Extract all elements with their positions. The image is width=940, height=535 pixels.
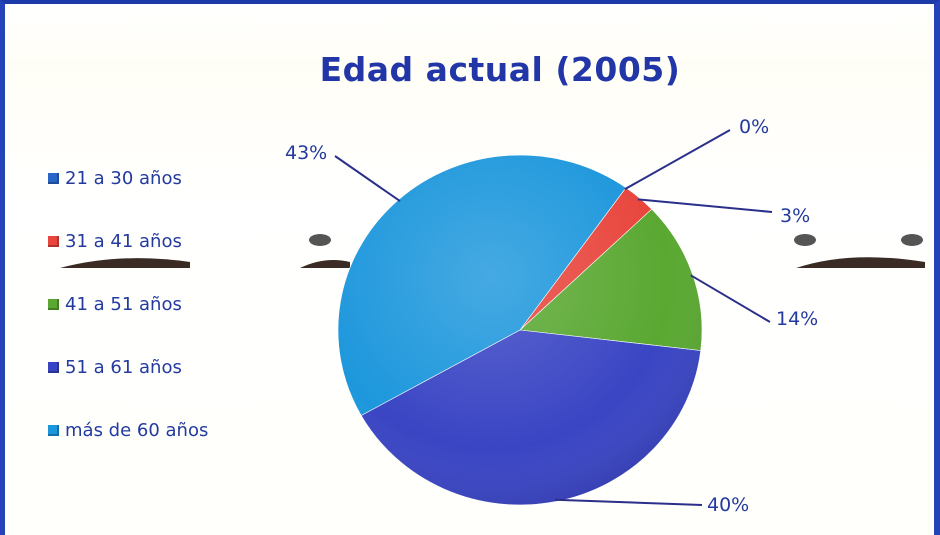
data-label: 14%: [776, 308, 819, 330]
data-label: 0%: [739, 116, 770, 138]
data-label: 43%: [285, 142, 328, 164]
legend-swatch: [48, 172, 59, 184]
legend-swatch: [48, 361, 59, 373]
legend-swatch: [48, 298, 59, 310]
chart-title: Edad actual (2005): [319, 50, 681, 89]
legend-label: 21 a 30 años: [65, 167, 182, 189]
legend-label: más de 60 años: [65, 419, 209, 441]
leader-line: [624, 129, 731, 191]
legend-item: 31 a 41 años: [48, 229, 182, 253]
legend-item: 21 a 30 años: [48, 166, 182, 190]
legend-label: 31 a 41 años: [65, 230, 182, 252]
legend-swatch: [48, 424, 59, 436]
legend-swatch: [48, 235, 59, 247]
legend-item: más de 60 años: [48, 418, 208, 442]
data-label: 3%: [780, 205, 811, 227]
leader-line: [637, 198, 773, 213]
leader-line: [555, 498, 703, 506]
leader-line: [334, 155, 401, 202]
legend-item: 41 a 51 años: [48, 292, 182, 316]
pie-shading: [338, 155, 702, 505]
background-watermark: [60, 234, 925, 268]
legend-label: 51 a 61 años: [65, 356, 182, 378]
legend-label: 41 a 51 años: [65, 293, 182, 315]
legend-item: 51 a 61 años: [48, 355, 182, 379]
data-label: 40%: [707, 494, 750, 516]
leader-line: [690, 274, 771, 323]
